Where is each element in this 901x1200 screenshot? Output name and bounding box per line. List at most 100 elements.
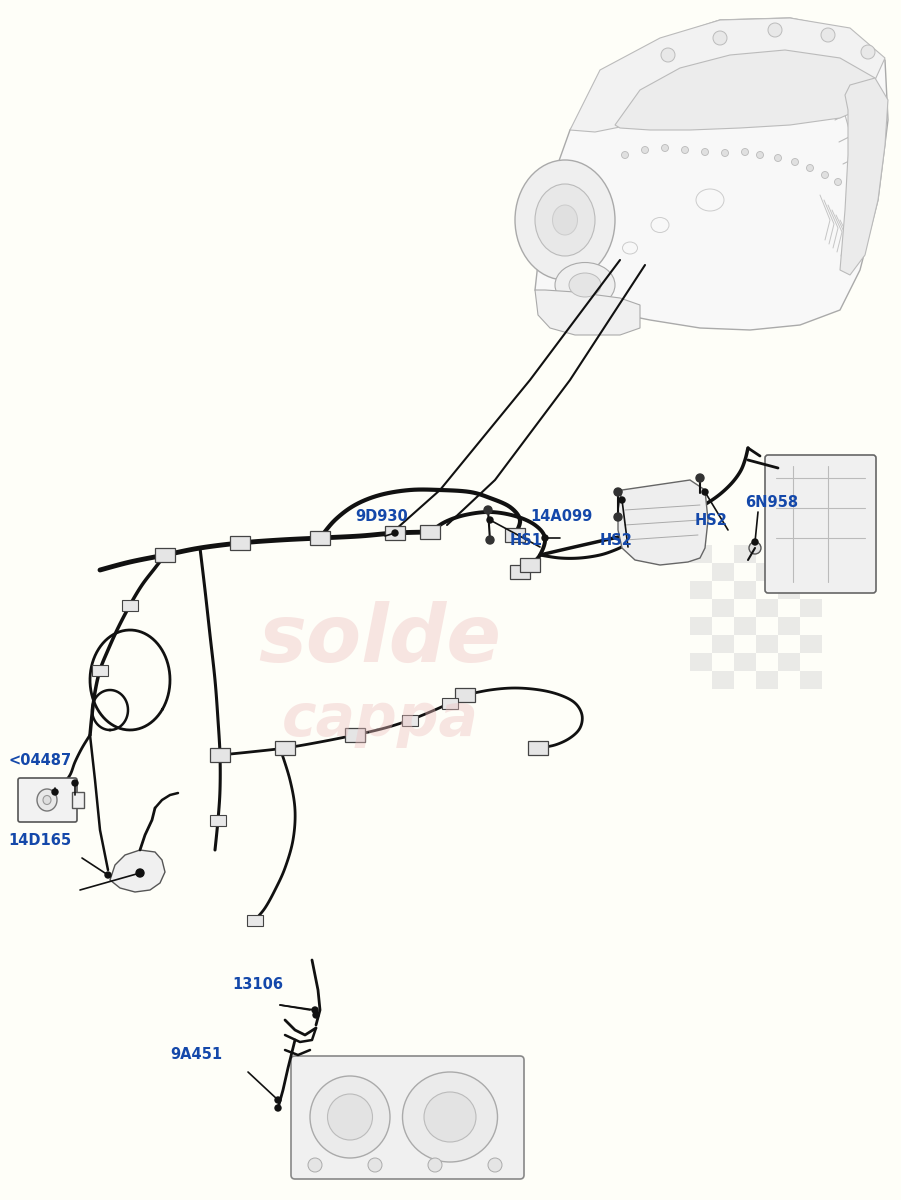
Ellipse shape	[535, 184, 595, 256]
Bar	[247, 914, 263, 926]
Circle shape	[622, 151, 629, 158]
Circle shape	[752, 539, 758, 545]
Circle shape	[834, 179, 842, 186]
Circle shape	[308, 1158, 322, 1172]
Ellipse shape	[403, 1072, 497, 1162]
Circle shape	[861, 44, 875, 59]
Text: 9D930: 9D930	[355, 509, 408, 524]
Bar	[230, 536, 250, 550]
Circle shape	[702, 490, 708, 494]
Ellipse shape	[327, 1094, 372, 1140]
Bar	[690, 653, 712, 671]
Text: 13106: 13106	[232, 977, 283, 992]
Bar	[756, 599, 778, 617]
Bar	[778, 581, 800, 599]
Circle shape	[757, 151, 763, 158]
Bar	[155, 548, 175, 562]
Bar	[778, 617, 800, 635]
Polygon shape	[535, 290, 640, 335]
Circle shape	[768, 23, 782, 37]
Ellipse shape	[310, 1076, 390, 1158]
Circle shape	[661, 144, 669, 151]
Circle shape	[775, 155, 781, 162]
Bar	[800, 635, 822, 653]
Text: <04487: <04487	[8, 754, 71, 768]
Text: solde: solde	[259, 601, 502, 679]
Circle shape	[313, 1012, 319, 1018]
Bar	[800, 563, 822, 581]
Bar	[505, 528, 525, 542]
Bar	[510, 565, 530, 578]
Bar	[92, 665, 108, 676]
Bar	[800, 671, 822, 689]
Bar	[72, 792, 84, 808]
Bar	[712, 635, 734, 653]
Bar	[210, 748, 230, 762]
Text: 14D165: 14D165	[8, 833, 71, 848]
Bar	[756, 671, 778, 689]
Bar	[402, 715, 418, 726]
Ellipse shape	[424, 1092, 476, 1142]
Bar	[800, 599, 822, 617]
Circle shape	[696, 474, 704, 482]
Bar	[734, 617, 756, 635]
Bar	[210, 815, 226, 826]
Circle shape	[661, 48, 675, 62]
Circle shape	[52, 790, 58, 794]
Text: 9A451: 9A451	[170, 1046, 223, 1062]
Bar	[712, 563, 734, 581]
Polygon shape	[618, 480, 708, 565]
Circle shape	[791, 158, 798, 166]
Circle shape	[722, 150, 729, 156]
Circle shape	[542, 535, 548, 541]
Circle shape	[822, 172, 829, 179]
Circle shape	[702, 149, 708, 156]
Bar	[756, 635, 778, 653]
Bar	[520, 558, 540, 572]
Ellipse shape	[552, 205, 578, 235]
Bar	[778, 653, 800, 671]
Circle shape	[486, 536, 494, 544]
Ellipse shape	[43, 796, 51, 804]
Polygon shape	[570, 18, 885, 132]
Bar	[690, 617, 712, 635]
Text: 6N958: 6N958	[745, 494, 798, 510]
Bar	[734, 653, 756, 671]
Ellipse shape	[569, 272, 601, 296]
Circle shape	[614, 488, 622, 496]
Circle shape	[136, 869, 144, 877]
Bar	[122, 600, 138, 611]
Polygon shape	[840, 78, 888, 275]
Bar	[345, 728, 365, 742]
Polygon shape	[615, 50, 875, 130]
Circle shape	[428, 1158, 442, 1172]
Circle shape	[72, 780, 78, 786]
Circle shape	[642, 146, 649, 154]
Circle shape	[275, 1097, 281, 1103]
Bar	[756, 563, 778, 581]
Circle shape	[749, 542, 761, 554]
Circle shape	[713, 31, 727, 44]
Bar	[712, 671, 734, 689]
Circle shape	[275, 1105, 281, 1111]
Circle shape	[488, 1158, 502, 1172]
Bar	[734, 581, 756, 599]
Circle shape	[392, 530, 398, 536]
Bar	[690, 545, 712, 563]
Circle shape	[487, 517, 493, 523]
Ellipse shape	[37, 790, 57, 811]
FancyBboxPatch shape	[18, 778, 77, 822]
Circle shape	[681, 146, 688, 154]
Polygon shape	[535, 18, 888, 330]
Bar	[310, 530, 330, 545]
Text: HS2: HS2	[600, 533, 633, 548]
Text: HS2: HS2	[695, 514, 728, 528]
Bar	[455, 688, 475, 702]
FancyBboxPatch shape	[291, 1056, 524, 1178]
Circle shape	[821, 28, 835, 42]
Circle shape	[105, 872, 111, 878]
Polygon shape	[110, 850, 165, 892]
Bar	[385, 526, 405, 540]
Circle shape	[806, 164, 814, 172]
Bar	[734, 545, 756, 563]
